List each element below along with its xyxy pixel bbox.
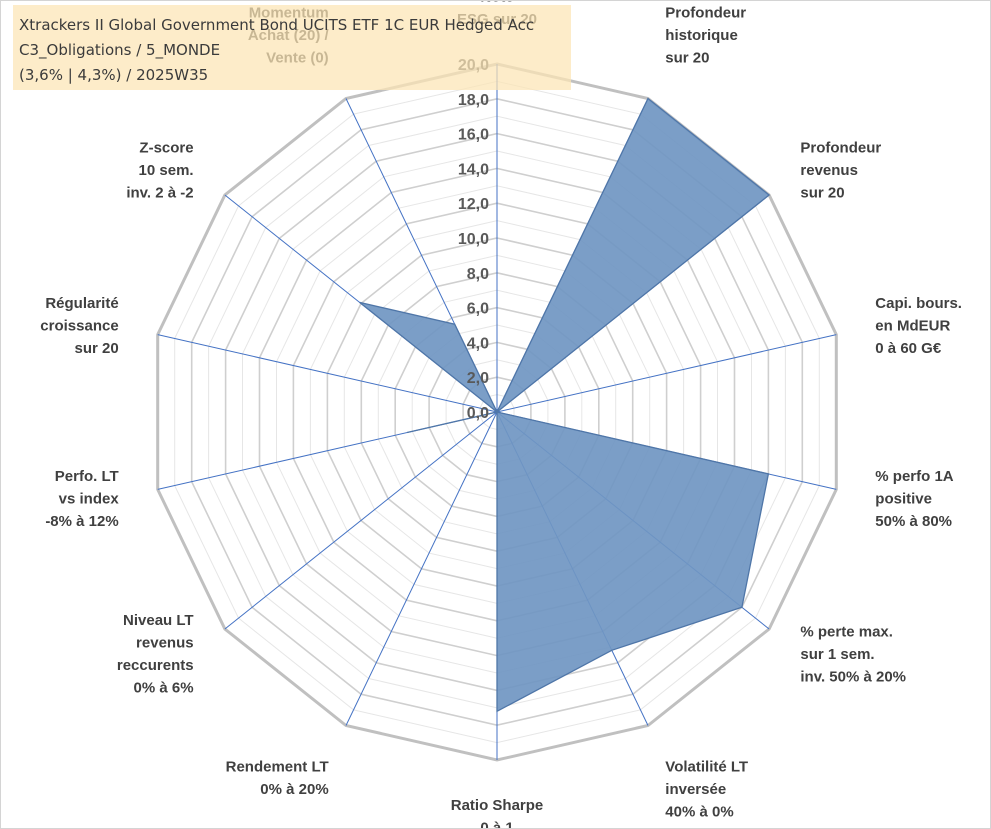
radar-series: [359, 97, 771, 713]
category-label-line: Volatilité LT: [665, 759, 748, 776]
category-label-line: 0 à 1: [480, 820, 513, 829]
category-label: Volatilité LT inversée 40% à 0%: [665, 759, 748, 821]
category-label-line: Ratio Sharpe: [451, 797, 544, 814]
title-line-3: (3,6% | 4,3%) / 2025W35: [19, 66, 209, 84]
title-box: [13, 5, 571, 90]
category-label-line: 0 à 60 G€: [875, 340, 942, 357]
category-label-line: sur 20: [74, 340, 118, 357]
tick-label: 18,0: [458, 92, 489, 109]
chart-title: Xtrackers II Global Government Bond UCIT…: [19, 13, 579, 88]
category-label-line: Régularité: [45, 295, 118, 312]
tick-label: 16,0: [458, 127, 489, 144]
category-label: Capi. bours. en MdEUR 0 à 60 G€: [875, 295, 962, 357]
category-label-line: Capi. bours.: [875, 295, 962, 312]
category-label-line: % perte max.: [800, 623, 893, 640]
category-label: % perfo 1A positive 50% à 80%: [875, 468, 954, 530]
category-label-line: 10 sem.: [139, 162, 194, 179]
category-label-line: croissance: [40, 318, 118, 335]
category-label-line: inversée: [665, 781, 726, 798]
category-label-line: reccurents: [117, 657, 194, 674]
tick-label: 4,0: [467, 335, 489, 352]
category-label-line: positive: [875, 490, 932, 507]
axis-spoke: [496, 334, 837, 413]
category-label-line: -8% à 12%: [45, 513, 118, 530]
title-line-2: C3_Obligations / 5_MONDE: [19, 41, 221, 59]
category-label: % perte max. sur 1 sem. inv. 50% à 20%: [800, 623, 906, 685]
category-label: Profondeur historique sur 20: [665, 4, 746, 66]
axis-spoke: [157, 334, 498, 413]
category-label-line: Z-score: [139, 140, 193, 157]
tick-label: 8,0: [467, 266, 489, 283]
category-label: Ratio Sharpe 0 à 1: [451, 797, 544, 828]
category-label: Profondeur revenus sur 20: [800, 140, 881, 202]
category-label: Rendement LT 0% à 20%: [226, 759, 329, 799]
category-label: Niveau LT revenus reccurents 0% à 6%: [117, 612, 194, 697]
category-label-line: 0% à 6%: [134, 680, 194, 697]
category-label-line: sur 20: [665, 49, 709, 66]
tick-label: 2,0: [467, 370, 489, 387]
axis-spoke: [345, 411, 498, 726]
tick-label: 6,0: [467, 301, 489, 318]
category-label-line: % perfo 1A: [875, 468, 954, 485]
tick-label: 14,0: [458, 161, 489, 178]
category-label-line: en MdEUR: [875, 318, 950, 335]
category-label-line: Profondeur: [665, 4, 746, 21]
category-label-line: vs index: [59, 490, 120, 507]
category-label-line: sur 1 sem.: [800, 646, 874, 663]
axis-spoke: [224, 411, 498, 630]
category-label-line: sur 20: [800, 185, 844, 202]
category-label: Z-score 10 sem. inv. 2 à -2: [126, 140, 193, 202]
category-label: Perfo. LT vs index -8% à 12%: [45, 468, 119, 530]
category-label-line: inv. 2 à -2: [126, 185, 193, 202]
category-label-line: historique: [665, 27, 738, 44]
category-label-line: Rendement LT: [226, 759, 329, 776]
tick-label: 10,0: [458, 231, 489, 248]
category-label-line: inv. 50% à 20%: [800, 668, 906, 685]
category-label-line: 0% à 20%: [260, 781, 328, 798]
series-area: [359, 97, 771, 713]
tick-label: 12,0: [458, 196, 489, 213]
category-label-line: Perfo. LT: [55, 468, 119, 485]
category-label-line: revenus: [136, 635, 194, 652]
category-label-line: revenus: [800, 162, 858, 179]
category-label-line: 50% à 80%: [875, 513, 952, 530]
category-label-line: Niveau LT: [123, 612, 194, 629]
category-label-line: Note: [480, 1, 513, 6]
category-label-line: Profondeur: [800, 140, 881, 157]
category-label-line: 40% à 0%: [665, 804, 733, 821]
category-label: Régularité croissance sur 20: [40, 295, 118, 357]
tick-label: 0,0: [467, 405, 489, 422]
title-line-1: Xtrackers II Global Government Bond UCIT…: [19, 16, 535, 34]
